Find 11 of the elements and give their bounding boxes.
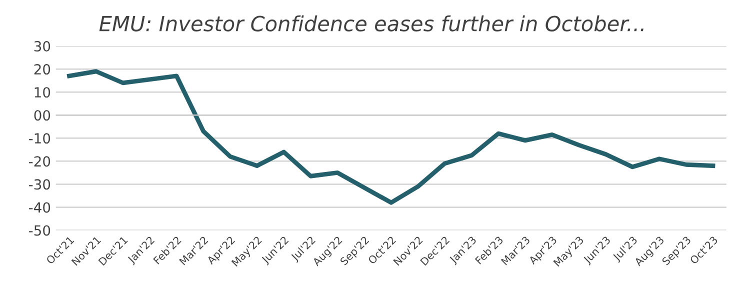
line-series: [67, 69, 716, 205]
y-tick-label: -40: [29, 202, 50, 213]
y-tick-label: -50: [29, 225, 50, 236]
y-tick-label: -30: [29, 179, 50, 190]
y-tick-label: -20: [29, 156, 50, 167]
chart-title: EMU: Investor Confidence eases further in October...: [99, 15, 644, 32]
y-tick-label: 20: [34, 64, 50, 75]
y-tick-label: 10: [34, 87, 50, 98]
y-tick-label: -10: [29, 133, 50, 144]
y-tick-label: 00: [34, 110, 50, 121]
y-tick-label: 30: [34, 41, 50, 52]
